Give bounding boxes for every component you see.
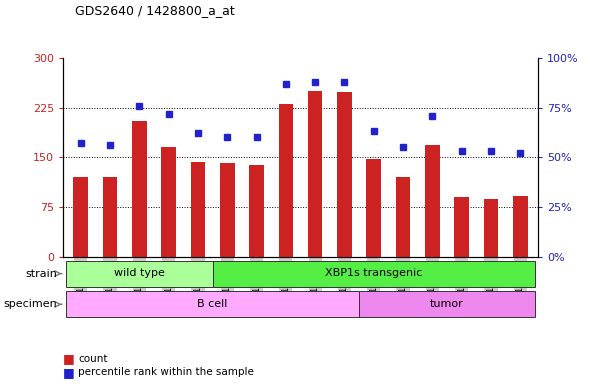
Bar	[308, 91, 323, 257]
Text: tumor: tumor	[430, 299, 464, 309]
Bar	[161, 147, 176, 257]
Bar	[73, 177, 88, 257]
Bar	[484, 199, 498, 257]
Text: strain: strain	[25, 268, 57, 279]
Text: XBP1s transgenic: XBP1s transgenic	[325, 268, 423, 278]
Text: GDS2640 / 1428800_a_at: GDS2640 / 1428800_a_at	[75, 4, 235, 17]
Bar	[454, 197, 469, 257]
Bar	[395, 177, 410, 257]
Text: percentile rank within the sample: percentile rank within the sample	[78, 367, 254, 377]
Bar	[249, 166, 264, 257]
Text: B cell: B cell	[197, 299, 228, 309]
Bar	[359, 291, 535, 317]
Bar	[513, 196, 528, 257]
Bar	[337, 92, 352, 257]
Bar	[191, 162, 206, 257]
Bar	[103, 177, 117, 257]
Text: ■: ■	[63, 366, 75, 379]
Bar	[278, 104, 293, 257]
Text: count: count	[78, 354, 108, 364]
Text: specimen: specimen	[4, 299, 57, 310]
Text: wild type: wild type	[114, 268, 165, 278]
Bar	[66, 291, 359, 317]
Bar	[213, 261, 535, 286]
Bar	[132, 121, 147, 257]
Bar	[66, 261, 213, 286]
Bar	[220, 163, 234, 257]
Bar	[367, 159, 381, 257]
Bar	[425, 146, 440, 257]
Text: ■: ■	[63, 353, 75, 366]
